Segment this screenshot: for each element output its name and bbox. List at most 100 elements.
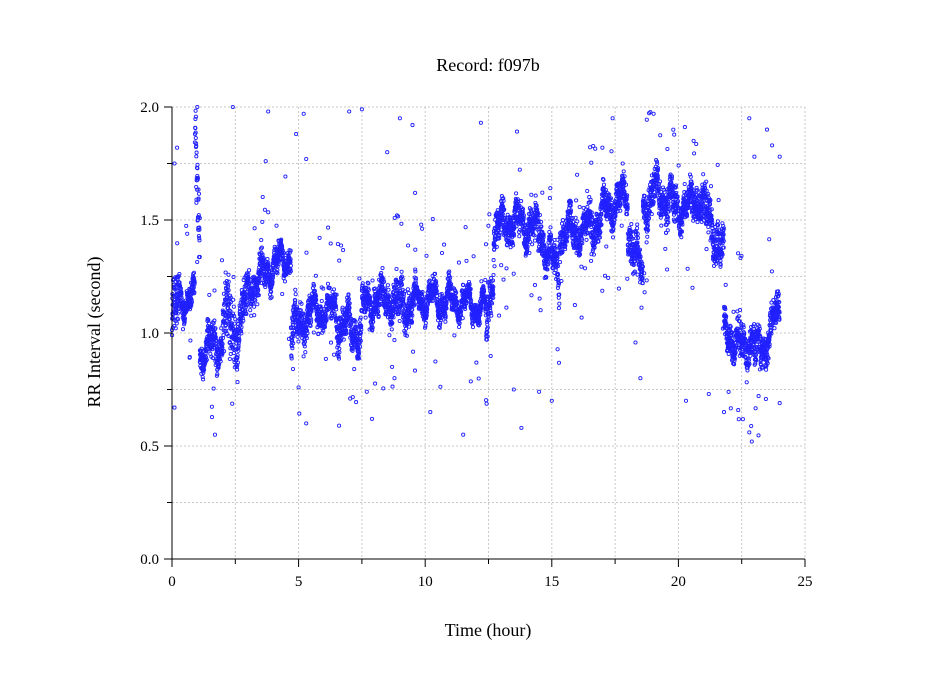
data-point: [339, 243, 344, 248]
data-point: [193, 114, 198, 119]
data-point: [635, 272, 640, 277]
data-point: [399, 269, 404, 274]
data-point: [380, 266, 385, 271]
data-point: [179, 290, 184, 295]
data-point: [228, 309, 233, 314]
data-point: [332, 352, 337, 357]
data-point: [252, 226, 257, 231]
data-point: [433, 359, 438, 364]
data-point: [487, 212, 492, 217]
data-point: [492, 264, 497, 269]
data-point: [511, 271, 516, 276]
data-point: [328, 241, 333, 246]
data-point: [532, 283, 538, 288]
data-point: [282, 279, 288, 284]
data-point: [644, 117, 649, 122]
data-point: [514, 129, 520, 134]
data-point: [222, 349, 227, 354]
data-point: [337, 258, 342, 263]
data-point: [389, 327, 394, 332]
data-point: [385, 283, 390, 288]
data-point: [352, 367, 357, 372]
data-point: [530, 242, 535, 247]
data-point: [609, 149, 614, 154]
data-point: [468, 379, 473, 384]
data-point: [213, 341, 219, 347]
data-point: [266, 210, 271, 215]
data-point: [179, 295, 184, 300]
data-point: [589, 160, 594, 165]
data-point: [579, 264, 584, 269]
data-point: [193, 130, 198, 135]
data-point: [202, 367, 207, 372]
data-point: [328, 340, 334, 345]
data-point: [175, 317, 180, 322]
data-point: [260, 219, 265, 224]
data-point: [195, 162, 200, 167]
data-point: [504, 266, 509, 271]
data-point: [644, 240, 649, 245]
data-point: [193, 108, 198, 113]
data-point: [317, 235, 322, 240]
data-point: [555, 347, 560, 352]
data-point: [230, 346, 235, 351]
data-point: [629, 222, 634, 227]
data-point: [397, 318, 402, 324]
data-point: [226, 333, 231, 338]
data-point: [228, 300, 234, 305]
data-point: [301, 354, 306, 359]
data-point: [212, 288, 217, 293]
data-point: [228, 295, 233, 300]
data-point: [358, 315, 363, 320]
data-point: [182, 320, 187, 325]
data-point: [556, 360, 562, 365]
data-point: [185, 231, 190, 236]
data-point: [357, 276, 362, 281]
data-point: [262, 207, 267, 212]
data-point: [228, 313, 233, 318]
data-point: [319, 298, 324, 304]
data-point: [293, 292, 298, 297]
data-point: [484, 401, 489, 406]
data-point: [589, 258, 594, 263]
data-point: [464, 258, 469, 263]
data-point: [386, 287, 391, 292]
data-point: [457, 324, 462, 330]
data-point: [335, 241, 340, 247]
data-point: [217, 357, 222, 362]
data-point: [192, 281, 197, 286]
data-point: [364, 389, 369, 394]
data-point: [585, 188, 590, 194]
data-point: [227, 356, 232, 362]
data-point: [189, 297, 194, 302]
data-point: [484, 398, 489, 403]
data-point: [470, 325, 476, 330]
data-point: [423, 321, 428, 326]
data-point: [394, 266, 399, 272]
data-point: [577, 204, 582, 210]
data-point: [540, 190, 545, 195]
data-point: [197, 215, 202, 221]
data-point: [537, 296, 542, 301]
data-point: [255, 302, 260, 307]
data-point: [247, 268, 252, 273]
data-point: [177, 271, 182, 277]
data-point: [392, 338, 397, 343]
data-point: [193, 135, 198, 141]
data-point: [211, 386, 216, 391]
data-point: [390, 384, 395, 389]
data-point: [532, 238, 537, 243]
data-point: [196, 191, 202, 196]
data-point: [501, 277, 506, 282]
data-point: [194, 143, 199, 149]
data-point: [644, 278, 649, 283]
data-point: [228, 293, 233, 298]
data-point: [633, 340, 638, 345]
data-point: [196, 196, 201, 201]
data-point: [463, 225, 468, 230]
data-point: [231, 351, 236, 356]
data-point: [209, 415, 215, 420]
data-point: [390, 364, 395, 369]
data-point: [387, 333, 392, 338]
data-point: [195, 259, 200, 265]
